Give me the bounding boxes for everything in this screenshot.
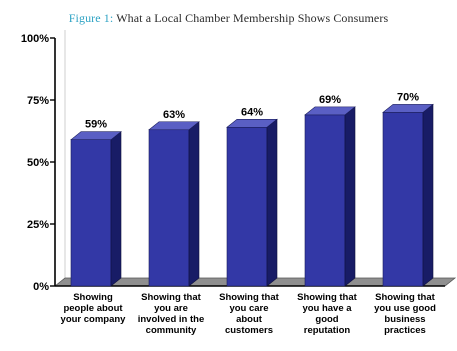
x-tick-label: Showing that <box>141 292 201 303</box>
x-tick-label: Showing that <box>297 292 357 303</box>
x-tick-label: Showing that <box>219 292 279 303</box>
y-tick-label: 50% <box>27 157 49 169</box>
data-label: 64% <box>241 106 263 118</box>
x-tick-label: business <box>384 314 425 325</box>
y-tick-label: 25% <box>27 219 49 231</box>
data-label: 70% <box>397 91 419 103</box>
chart-title-prefix: Figure 1: <box>68 11 114 25</box>
x-tick-label: you have a <box>302 303 352 314</box>
x-tick-label: about <box>236 314 263 325</box>
data-label: 59% <box>85 119 107 131</box>
bar-top <box>226 118 278 128</box>
x-tick-label: good <box>315 314 338 325</box>
y-tick-label: 100% <box>21 33 49 45</box>
chart-title: Figure 1: What a Local Chamber Membershi… <box>0 11 457 26</box>
bar-side <box>110 131 122 287</box>
bar-side <box>188 121 200 287</box>
bar-side <box>266 118 278 287</box>
x-tick-label: you use good <box>374 303 436 314</box>
x-tick-label: customers <box>225 325 273 336</box>
bar-side <box>422 103 434 287</box>
bar-top <box>148 121 200 131</box>
x-tick-label: reputation <box>304 325 351 336</box>
bar-top <box>382 104 434 113</box>
y-tick-label: 0% <box>33 281 49 293</box>
x-tick-label: you care <box>229 303 268 314</box>
bar-side <box>344 106 356 287</box>
x-tick-label: practices <box>384 325 426 336</box>
chart-title-text: What a Local Chamber Membership Shows Co… <box>116 11 389 25</box>
bar-top <box>70 131 122 140</box>
x-tick-label: your company <box>61 314 127 325</box>
bar <box>304 114 346 287</box>
x-tick-label: people about <box>63 303 123 314</box>
x-tick-label: you are <box>154 303 188 314</box>
data-label: 63% <box>163 109 185 121</box>
bar <box>70 139 112 287</box>
x-tick-label: Showing <box>73 292 113 303</box>
bar-top <box>304 106 356 116</box>
bar <box>226 126 268 287</box>
x-tick-label: Showing that <box>375 292 435 303</box>
y-tick-label: 75% <box>27 95 49 107</box>
bar <box>148 129 190 287</box>
x-tick-label: community <box>146 325 197 336</box>
data-label: 69% <box>319 94 341 106</box>
bar <box>382 112 424 287</box>
x-tick-label: involved in the <box>138 314 205 325</box>
